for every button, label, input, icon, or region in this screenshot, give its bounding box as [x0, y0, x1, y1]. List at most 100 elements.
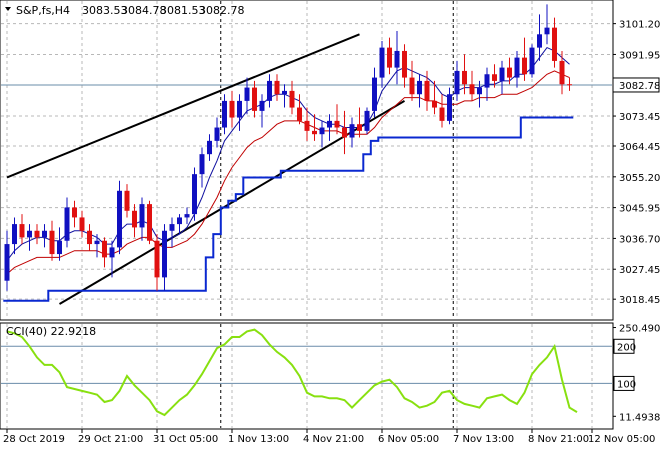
cci-level-box — [613, 338, 635, 354]
candle-body — [252, 87, 257, 111]
time-tick-label: 28 Oct 2019 — [3, 434, 65, 445]
candle-body — [462, 70, 467, 85]
candle-body — [432, 100, 437, 108]
cci-indicator-label: CCI(40) 22.9218 — [6, 325, 96, 338]
candle-body — [102, 240, 107, 258]
time-axis: 28 Oct 2019 29 Oct 21:00 31 Oct 05:00 1 Nov… — [3, 429, 655, 445]
candle-body — [282, 90, 287, 95]
candle-body — [147, 204, 152, 241]
ohlc-high: 3084.78 — [121, 4, 167, 17]
candle-body — [57, 240, 62, 255]
candle-body — [49, 230, 55, 255]
last-price-label: 3082.78 — [619, 81, 660, 92]
time-tick-label: 31 Oct 05:00 — [153, 434, 218, 445]
ohlc-low: 3081.53 — [160, 4, 206, 17]
ohlc-close: 3082.78 — [199, 4, 245, 17]
candle-body — [289, 90, 295, 108]
candle-body — [214, 127, 220, 141]
time-tick-label: 6 Nov 05:00 — [378, 434, 439, 445]
candle-body — [559, 60, 565, 85]
candle-body — [402, 50, 407, 78]
candle-body — [447, 94, 452, 121]
slow-ma-line — [6, 70, 570, 275]
price-pane-frame — [0, 0, 614, 321]
candle-body — [342, 127, 347, 138]
candle-body — [364, 110, 370, 131]
grid — [1, 1, 612, 428]
candle-body — [424, 80, 430, 101]
trailing-stop-line — [3, 116, 574, 302]
candle-body — [417, 80, 422, 95]
candle-body — [229, 100, 235, 118]
time-tick-label: 12 Nov 05:00 — [588, 434, 655, 445]
candle-body — [184, 214, 190, 218]
cci-series — [6, 328, 578, 417]
trendline — [6, 33, 360, 179]
cci-level-box — [613, 375, 635, 391]
candle-body — [522, 57, 527, 75]
last-price-box — [612, 77, 660, 93]
candle-body — [409, 77, 415, 95]
price-tick-label: 3073.45 — [619, 112, 660, 123]
candle-body — [529, 47, 535, 75]
candle-body — [372, 77, 377, 111]
candle-body — [349, 124, 355, 138]
candle-body — [267, 80, 272, 101]
cci-level-label: 100 — [617, 379, 636, 390]
candle-body — [64, 207, 70, 241]
candle-body — [537, 34, 542, 48]
candle-body — [439, 107, 445, 121]
time-tick-label: 8 Nov 21:00 — [528, 434, 589, 445]
candle-body — [199, 154, 205, 175]
cci-line — [6, 328, 578, 417]
price-tick-label: 3064.45 — [619, 142, 660, 153]
candle-body — [34, 230, 40, 238]
price-tick-label: 3091.95 — [619, 50, 660, 61]
time-tick-label: 7 Nov 13:00 — [453, 434, 514, 445]
candle-body — [477, 87, 482, 95]
candle-body — [237, 100, 242, 118]
candle-body — [12, 224, 17, 245]
candle-body — [207, 140, 212, 155]
candle-body — [469, 84, 475, 95]
price-tick-label: 3055.20 — [619, 173, 660, 184]
ohlc-open: 3083.53 — [82, 4, 128, 17]
candle-body — [139, 204, 145, 228]
price-tick-label: 3045.95 — [619, 204, 660, 215]
candle-body — [379, 47, 385, 78]
candle-body — [492, 74, 497, 81]
candle-body — [484, 74, 490, 88]
candle-body — [507, 67, 512, 78]
candle-body — [72, 207, 77, 218]
candle-body — [514, 57, 520, 78]
candle-body — [357, 124, 362, 131]
candle-body — [42, 230, 47, 238]
candle-body — [552, 27, 557, 61]
price-tick-label: 3101.20 — [619, 20, 660, 31]
candle-body — [154, 240, 160, 278]
candle-body — [334, 120, 340, 128]
candle-body — [192, 174, 197, 215]
candle-body — [454, 70, 460, 95]
candle-body — [312, 130, 317, 135]
candle-body — [124, 190, 130, 211]
candle-body — [19, 224, 25, 238]
dropdown-arrow-icon[interactable] — [5, 7, 11, 11]
candle-body — [169, 224, 175, 231]
price-tick-label: 3036.70 — [619, 234, 660, 245]
candle-body — [394, 50, 400, 68]
candle-body — [387, 47, 392, 68]
candle-body — [222, 100, 227, 128]
symbol-label: S&P,fs,H4 — [16, 4, 70, 17]
moving-averages — [6, 46, 570, 275]
candle-body — [87, 230, 92, 245]
candle-body — [177, 217, 182, 225]
candle-body — [499, 67, 505, 81]
candle-body — [27, 230, 32, 238]
cci-levels — [1, 345, 612, 384]
cci-level-label: 200 — [617, 342, 636, 353]
candle-body — [274, 80, 280, 95]
candle-body — [117, 190, 122, 248]
